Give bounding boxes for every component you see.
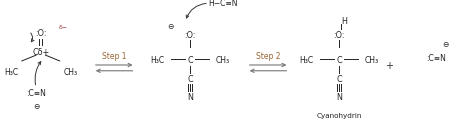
Text: C: C [336, 75, 342, 84]
Text: N: N [336, 93, 342, 102]
Text: C: C [187, 56, 193, 65]
Text: +: + [385, 61, 393, 71]
Text: C: C [336, 56, 342, 65]
Text: H₃C: H₃C [299, 56, 313, 65]
Text: :C≡N: :C≡N [26, 89, 46, 98]
Text: δ−: δ− [59, 25, 68, 30]
Text: H: H [341, 17, 347, 26]
Text: :O:: :O: [184, 31, 196, 40]
Text: CH₃: CH₃ [216, 56, 230, 65]
Text: H₃C: H₃C [4, 68, 18, 77]
Text: CH₃: CH₃ [64, 68, 78, 77]
Text: C: C [187, 75, 193, 84]
Text: N: N [187, 93, 193, 102]
Text: H−C≡N: H−C≡N [208, 0, 238, 8]
Text: Step 1: Step 1 [102, 52, 127, 61]
Text: H₃C: H₃C [150, 56, 164, 65]
Text: Cδ+: Cδ+ [32, 48, 49, 57]
Text: ⊖: ⊖ [168, 22, 174, 31]
Text: :C≡N: :C≡N [426, 54, 446, 63]
Text: Cyanohydrin: Cyanohydrin [316, 113, 362, 119]
Text: ⊖: ⊖ [33, 102, 39, 111]
Text: CH₃: CH₃ [365, 56, 379, 65]
Text: ⊖: ⊖ [442, 40, 449, 49]
Text: :O:: :O: [35, 29, 46, 38]
Text: :O:: :O: [333, 31, 345, 40]
Text: Step 2: Step 2 [256, 52, 280, 61]
